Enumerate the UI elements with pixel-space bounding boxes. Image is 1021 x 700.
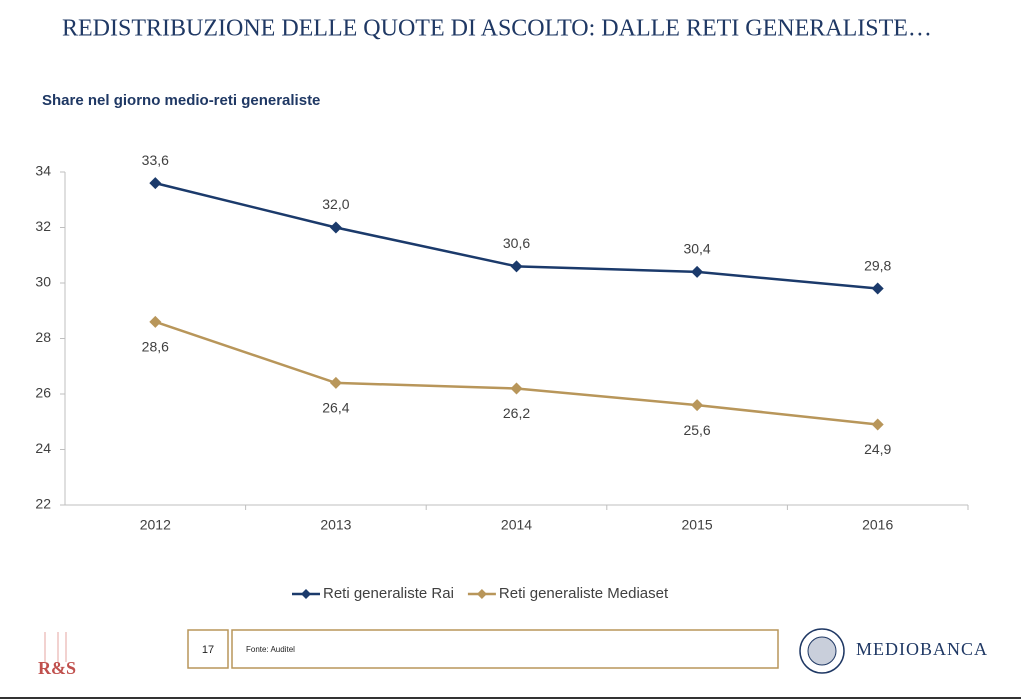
y-tick-label: 24 [35,440,51,456]
logo-left: R&S [38,658,76,678]
data-label: 33,6 [142,152,169,168]
marker [871,282,884,295]
source: Fonte: Auditel [246,645,295,654]
y-tick-label: 34 [35,163,51,179]
marker [329,376,342,389]
seal-inner [807,636,837,666]
legend-marker [476,589,487,599]
marker [510,382,523,395]
x-tick-label: 2016 [862,517,893,533]
y-tick-label: 22 [35,496,51,512]
data-label: 25,6 [683,422,710,438]
x-tick-label: 2014 [501,517,532,533]
marker [329,221,342,234]
marker [691,265,704,278]
y-tick-label: 26 [35,385,51,401]
data-label: 30,6 [503,235,530,251]
legend-label: Reti generaliste Mediaset [499,585,669,602]
data-label: 30,4 [683,241,710,257]
legend-label: Reti generaliste Rai [323,585,454,602]
marker [149,177,162,190]
data-label: 28,6 [142,339,169,355]
y-tick-label: 28 [35,329,51,345]
slide-title: REDISTRIBUZIONE DELLE QUOTE DI ASCOLTO: … [62,16,932,42]
data-label: 32,0 [322,196,349,212]
logo-right: MEDIOBANCA [856,639,988,659]
marker [149,315,162,328]
data-label: 26,4 [322,400,349,416]
data-label: 26,2 [503,405,530,421]
page-box [187,629,229,669]
x-tick-label: 2012 [140,517,171,533]
page-number: 17 [202,644,214,656]
seal [799,628,845,674]
y-tick-label: 30 [35,274,51,290]
chart-title: Share nel giorno medio-reti generaliste [42,92,320,109]
data-label: 29,8 [864,257,891,273]
legend-marker [301,589,311,599]
source-box [231,629,779,669]
y-tick-label: 32 [35,218,51,234]
marker [691,399,704,412]
x-tick-label: 2015 [682,517,713,533]
data-label: 24,9 [864,441,891,457]
marker [871,418,884,431]
marker [510,260,523,273]
x-tick-label: 2013 [320,517,351,533]
